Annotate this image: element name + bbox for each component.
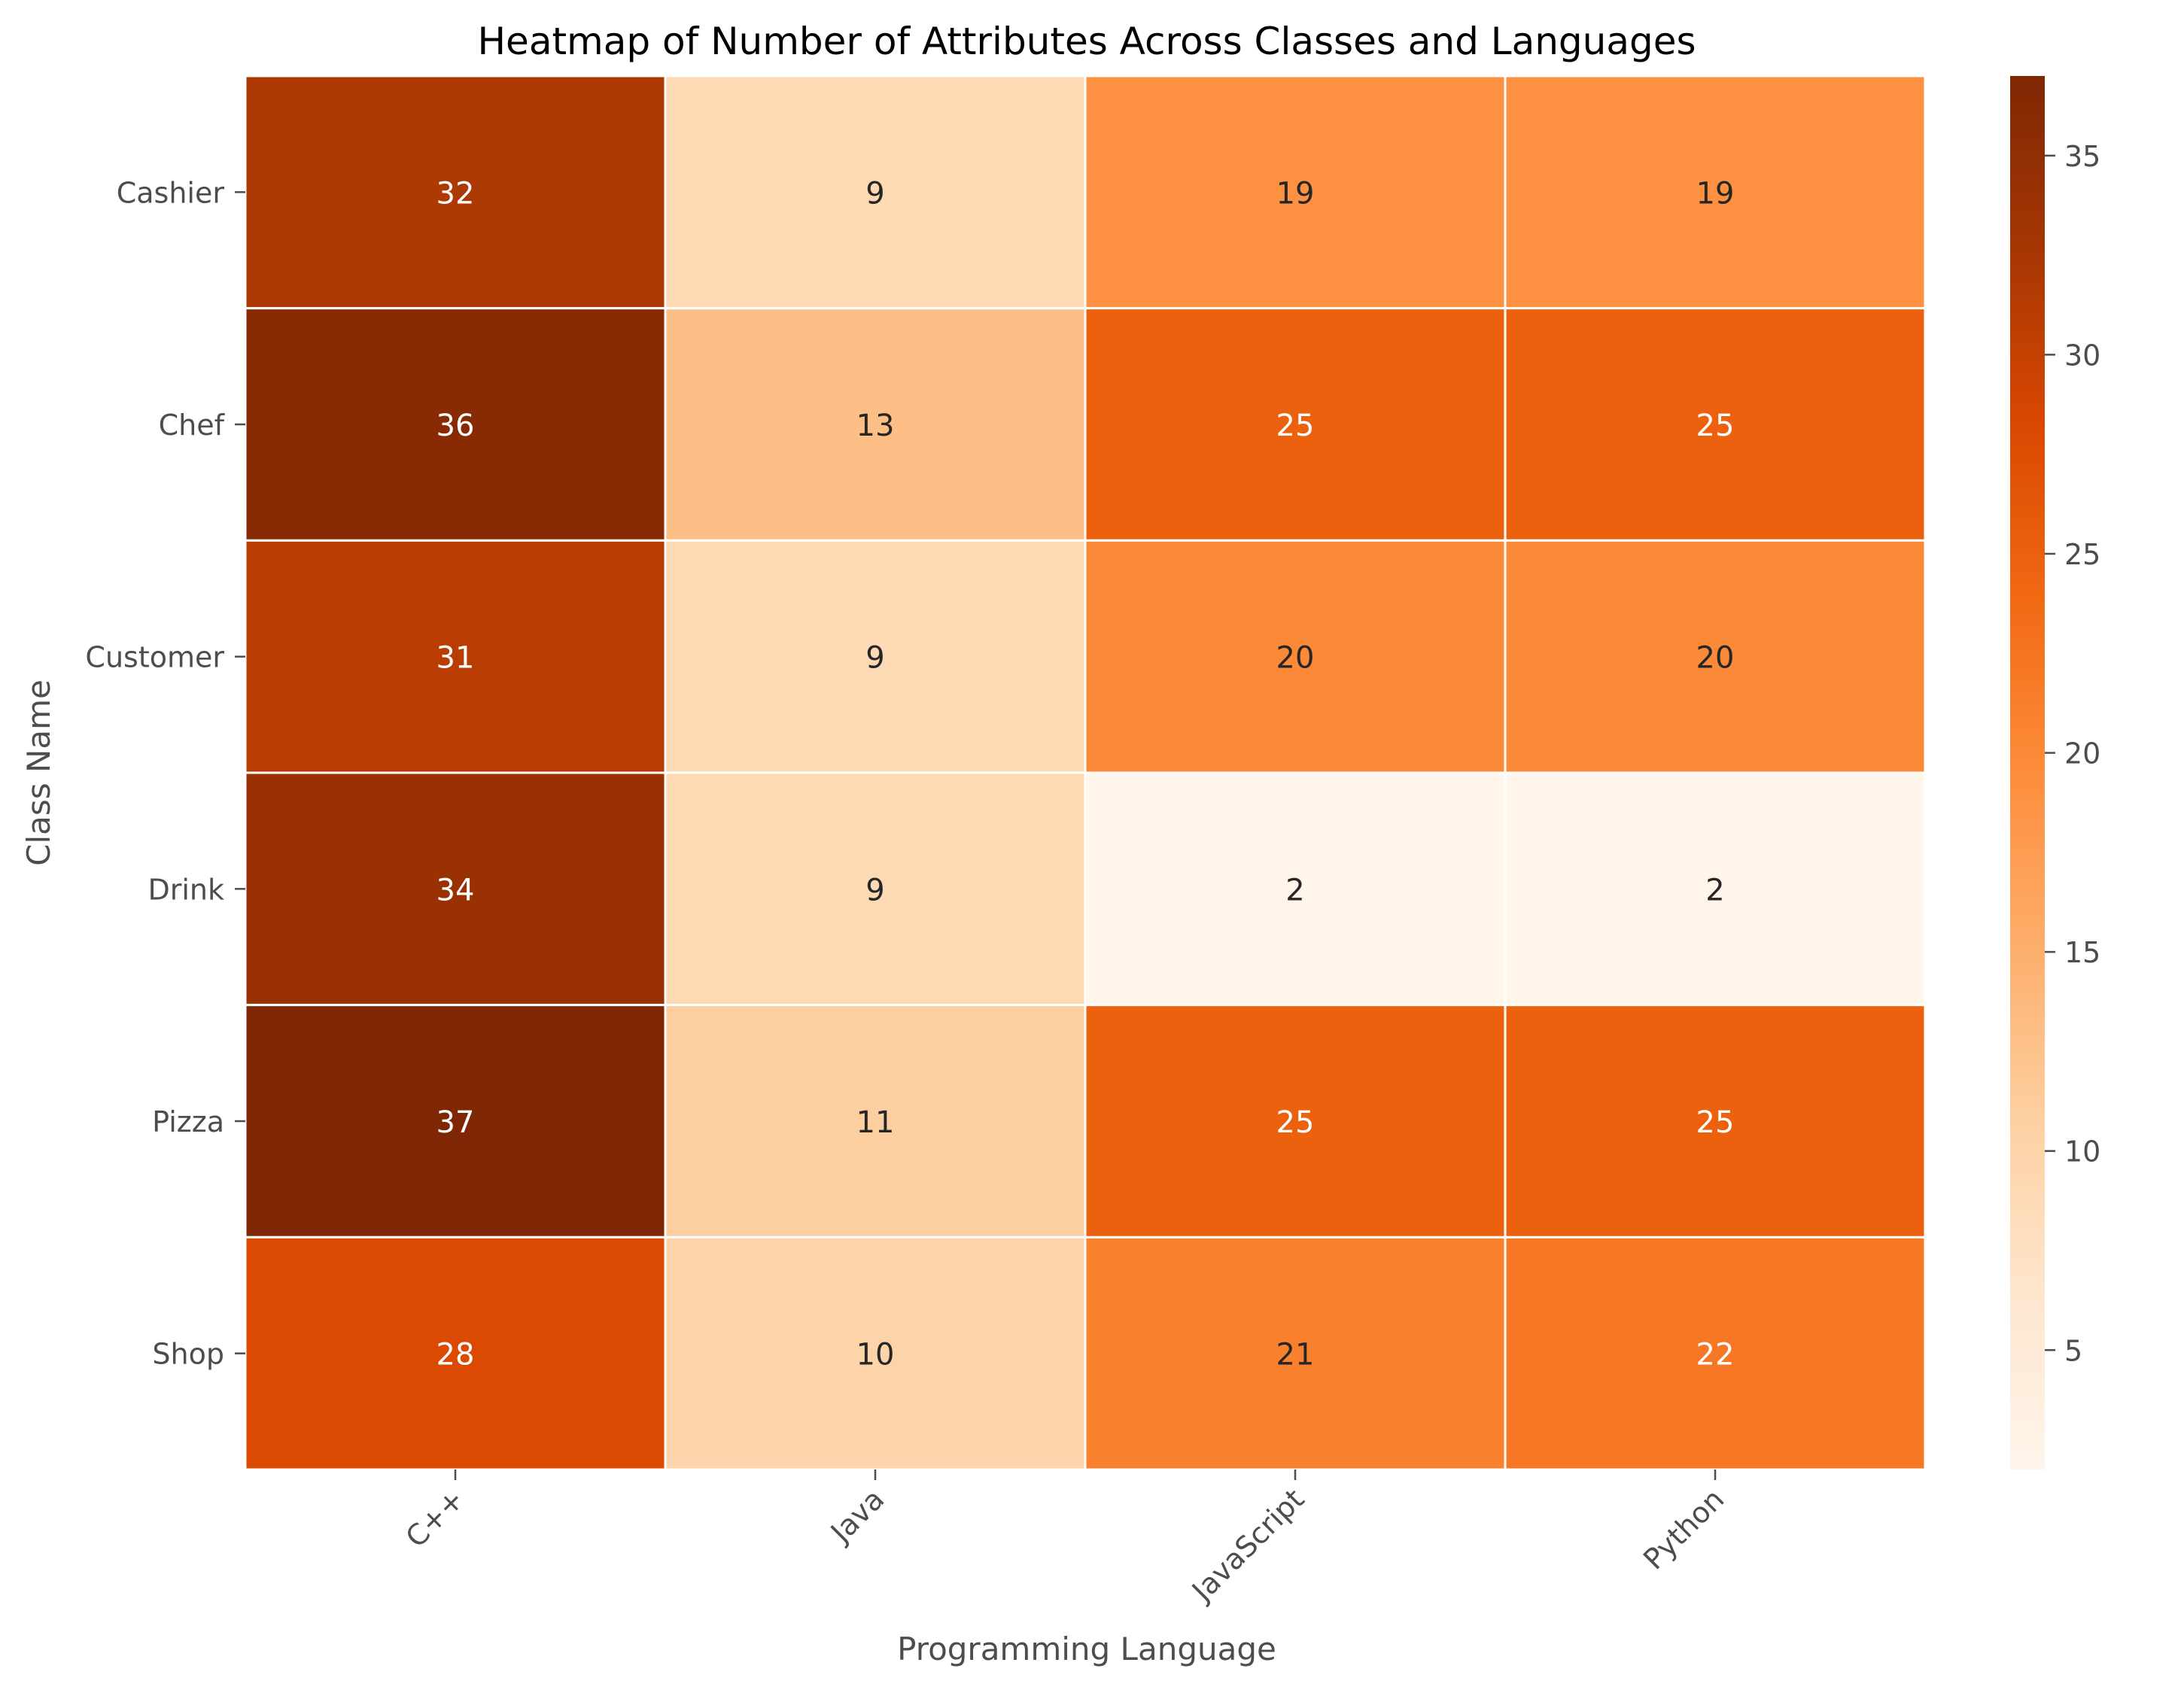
y-tick-label: Customer: [85, 641, 224, 674]
y-tick-label: Drink: [148, 873, 224, 906]
colorbar-tick-label: 15: [2064, 936, 2100, 969]
cell-value-label: 9: [865, 176, 884, 211]
x-axis-label: Programming Language: [897, 1631, 1276, 1667]
heatmap-cell: [244, 74, 667, 310]
cell-value-label: 9: [865, 873, 884, 907]
cell-value-label: 28: [436, 1338, 475, 1372]
cell-value-label: 34: [436, 873, 475, 907]
heatmap-cell: [664, 307, 1087, 542]
colorbar-tick-label: 10: [2064, 1135, 2100, 1169]
cell-value-label: 13: [856, 409, 895, 443]
colorbar-ticks: 5 10 15 20 25 30 35: [2045, 140, 2100, 1367]
heatmap-cell: [244, 1004, 667, 1239]
cell-value-label: 20: [1696, 641, 1735, 676]
cell-value-label: 25: [1696, 409, 1735, 443]
cell-value-label: 37: [436, 1105, 475, 1140]
colorbar-tick-label: 25: [2064, 538, 2100, 571]
y-tick-label: Shop: [152, 1338, 224, 1371]
cell-value-label: 11: [856, 1105, 895, 1140]
colorbar: 5 10 15 20 25 30 35: [2010, 76, 2100, 1470]
cell-value-label: 19: [1696, 176, 1735, 211]
heatmap-cell: [1084, 74, 1507, 310]
colorbar-tick-label: 30: [2064, 339, 2100, 372]
cell-value-label: 25: [1276, 1105, 1315, 1140]
heatmap-cell: [1504, 1004, 1927, 1239]
heatmap-cell: [1504, 539, 1927, 774]
y-tick-label: Pizza: [152, 1105, 224, 1138]
heatmap-cell: [664, 1004, 1087, 1239]
heatmap-cell: [244, 307, 667, 542]
colorbar-gradient: [2010, 76, 2045, 1470]
heatmap-cell: [664, 1236, 1087, 1471]
y-tick-label: Chef: [159, 409, 226, 442]
colorbar-tick-label: 20: [2064, 737, 2100, 771]
cell-value-label: 25: [1696, 1105, 1735, 1140]
cell-value-label: 9: [865, 641, 884, 676]
heatmap-cell: [1084, 1236, 1507, 1471]
heatmap-cells: [244, 74, 1927, 1471]
x-tick-label: Java: [823, 1482, 890, 1549]
cell-value-label: 10: [856, 1338, 895, 1372]
heatmap-cell: [664, 771, 1087, 1007]
cell-value-label: 36: [436, 409, 475, 443]
heatmap-cell: [664, 74, 1087, 310]
heatmap-cell: [244, 771, 667, 1007]
heatmap-cell: [664, 539, 1087, 774]
heatmap-cell: [1084, 771, 1507, 1007]
y-tick-label: Cashier: [117, 176, 225, 209]
heatmap-cell: [1084, 1004, 1507, 1239]
cell-value-label: 2: [1285, 873, 1304, 907]
heatmap-cell: [1504, 307, 1927, 542]
cell-value-label: 22: [1696, 1338, 1735, 1372]
cell-value-label: 25: [1276, 409, 1315, 443]
chart-title: Heatmap of Number of Attributes Across C…: [477, 20, 1696, 63]
heatmap-cell: [244, 1236, 667, 1471]
cell-value-label: 32: [436, 176, 475, 211]
x-tick-label: JavaScript: [1185, 1482, 1310, 1608]
colorbar-tick-label: 35: [2064, 140, 2100, 173]
heatmap-cell: [1504, 74, 1927, 310]
x-axis: C++ Java JavaScript Python: [399, 1470, 1730, 1608]
cell-value-label: 2: [1705, 873, 1724, 907]
x-tick-label: C++: [399, 1482, 470, 1554]
y-axis: Cashier Chef Customer Drink Pizza Shop: [85, 176, 245, 1371]
heatmap-cell: [1504, 1236, 1927, 1471]
x-tick-label: Python: [1637, 1482, 1730, 1576]
cell-value-label: 31: [436, 641, 475, 676]
cell-value-label: 19: [1276, 176, 1315, 211]
cell-value-label: 21: [1276, 1338, 1315, 1372]
heatmap-cell: [1504, 771, 1927, 1007]
cell-value-label: 20: [1276, 641, 1315, 676]
y-axis-label: Class Name: [20, 679, 57, 866]
colorbar-tick-label: 5: [2064, 1334, 2082, 1367]
